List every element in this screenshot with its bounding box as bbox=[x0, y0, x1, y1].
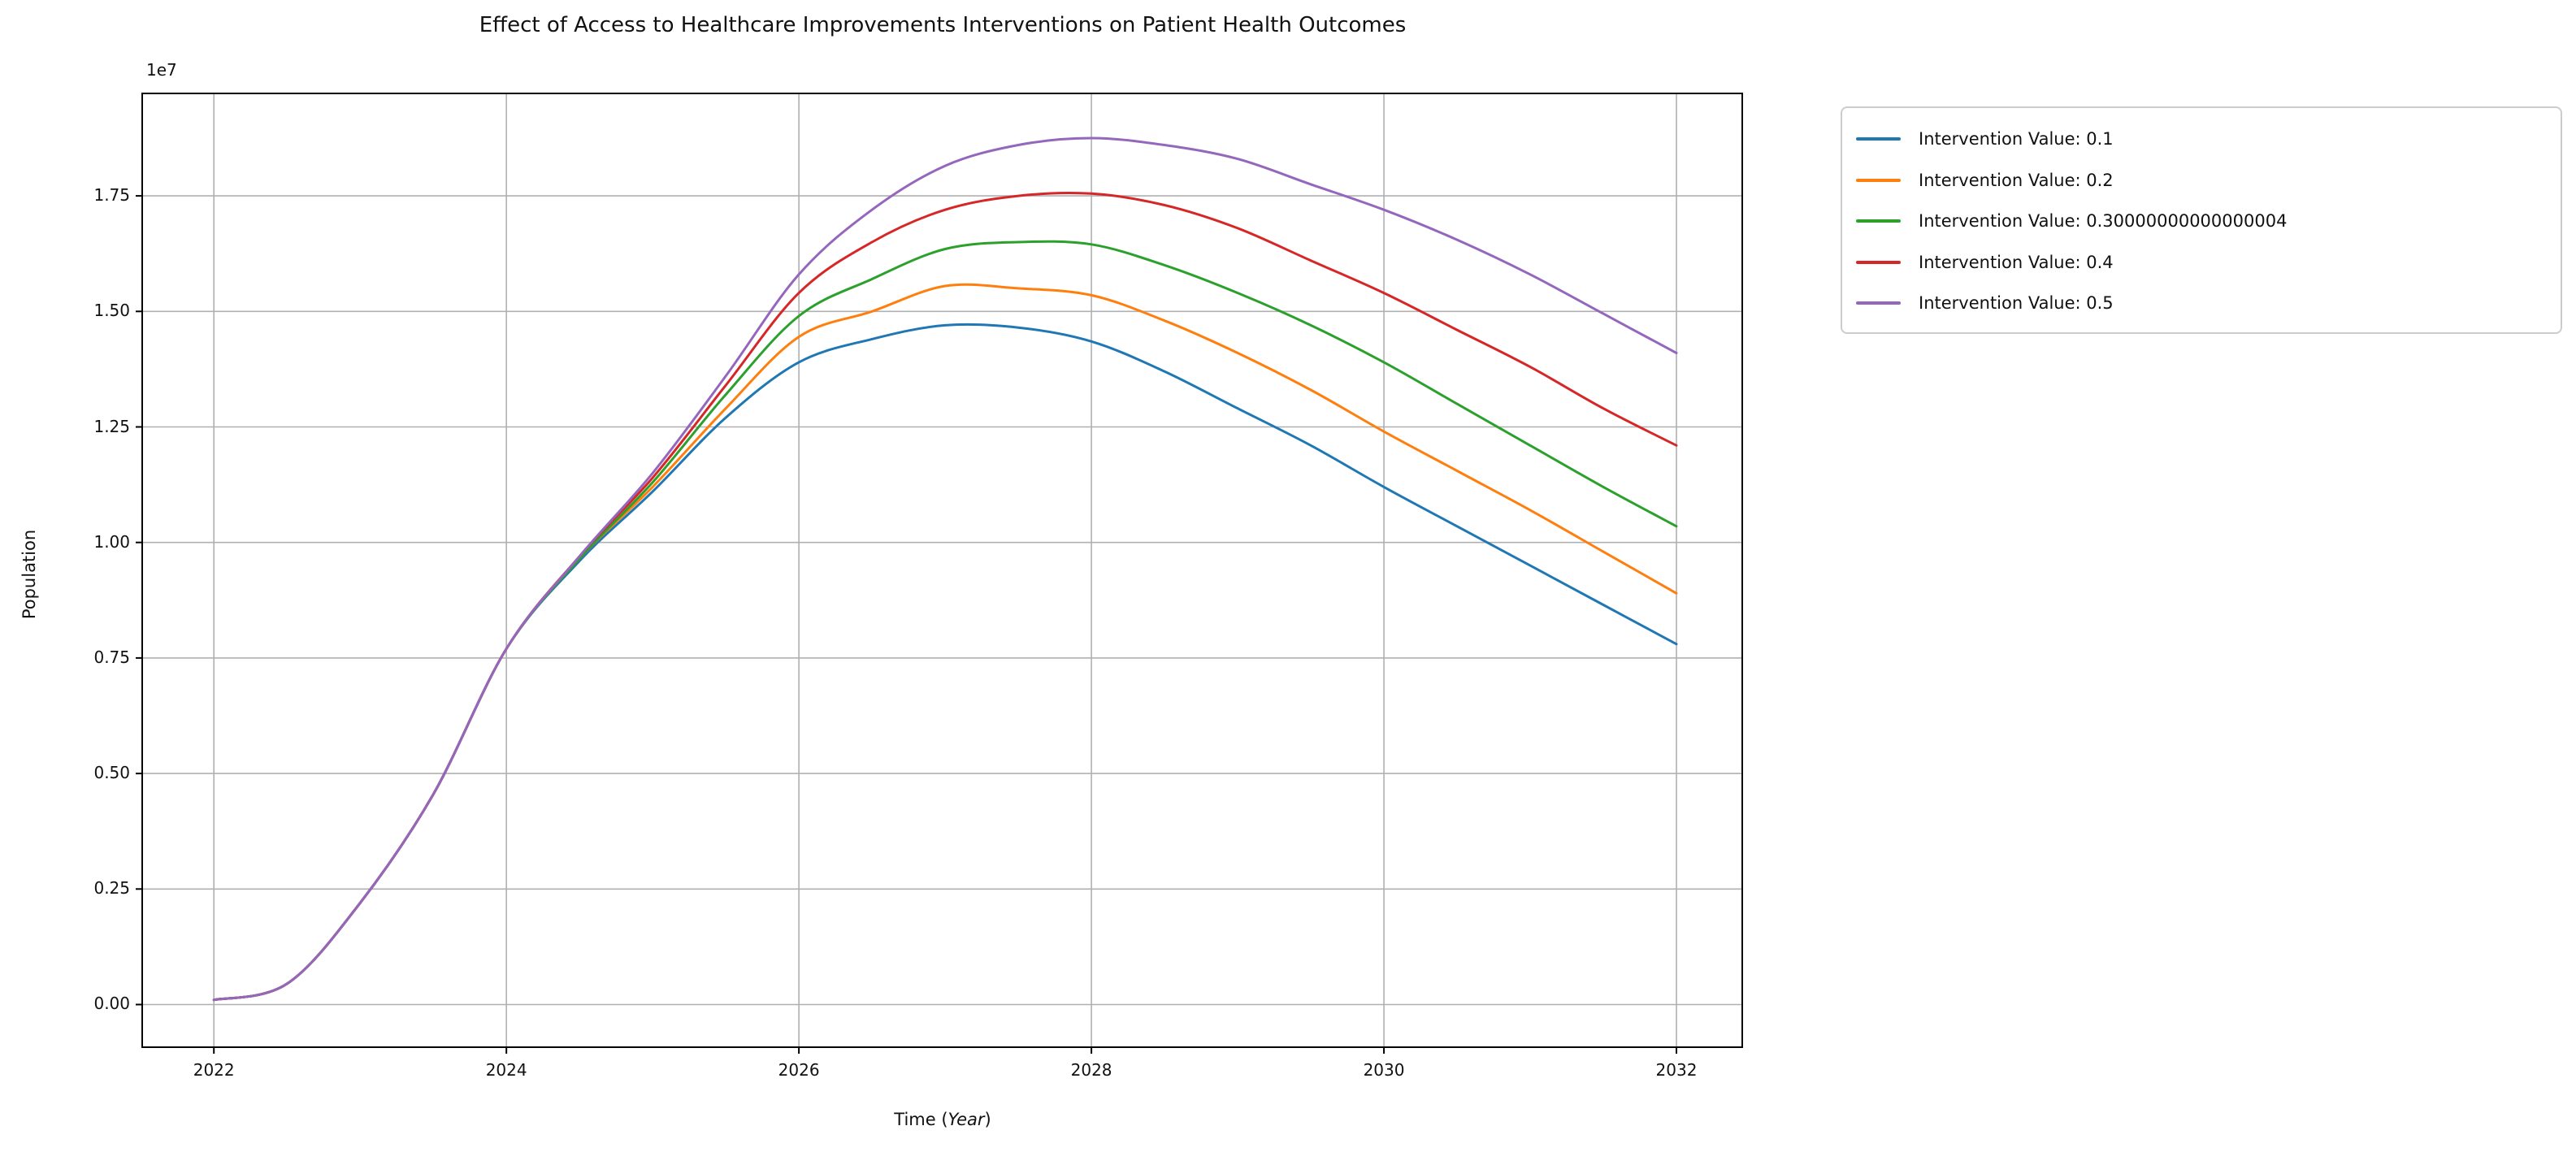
x-axis-label-prefix: Time ( bbox=[894, 1110, 948, 1129]
series-line bbox=[212, 191, 1678, 1002]
y-tick-label: 1.75 bbox=[93, 185, 130, 206]
series-line bbox=[212, 136, 1678, 1002]
axes-spines bbox=[141, 93, 1743, 1048]
legend-item-label: Intervention Value: 0.2 bbox=[1919, 170, 2114, 190]
legend-item: Intervention Value: 0.4 bbox=[1842, 242, 2561, 284]
x-tick-label: 2030 bbox=[1363, 1060, 1405, 1080]
legend-item: Intervention Value: 0.5 bbox=[1842, 283, 2561, 324]
legend-swatch bbox=[1856, 260, 1901, 264]
y-tick-label: 0.00 bbox=[93, 994, 130, 1014]
legend-item: Intervention Value: 0.1 bbox=[1842, 119, 2561, 160]
x-axis-label: Time (Year) bbox=[894, 1110, 991, 1129]
legend-item-label: Intervention Value: 0.5 bbox=[1919, 293, 2114, 314]
legend-swatch bbox=[1856, 219, 1901, 223]
legend: Intervention Value: 0.1 Intervention Val… bbox=[1841, 106, 2562, 334]
series-line bbox=[212, 240, 1678, 1002]
x-axis-label-italic: Year bbox=[948, 1110, 985, 1129]
y-tick-label: 0.25 bbox=[93, 878, 130, 899]
y-axis-offset-label: 1e7 bbox=[146, 60, 177, 80]
legend-item-label: Intervention Value: 0.30000000000000004 bbox=[1919, 211, 2288, 232]
x-tick-label: 2026 bbox=[778, 1060, 820, 1080]
legend-item-label: Intervention Value: 0.1 bbox=[1919, 129, 2114, 149]
y-tick-label: 1.50 bbox=[93, 301, 130, 321]
y-tick-label: 0.50 bbox=[93, 763, 130, 783]
chart-title: Effect of Access to Healthcare Improveme… bbox=[479, 13, 1407, 37]
legend-swatch bbox=[1856, 178, 1901, 182]
x-tick-label: 2028 bbox=[1070, 1060, 1112, 1080]
series-line bbox=[212, 283, 1678, 1002]
x-tick-label: 2024 bbox=[485, 1060, 527, 1080]
legend-item: Intervention Value: 0.2 bbox=[1842, 160, 2561, 201]
y-tick-label: 1.00 bbox=[93, 531, 130, 552]
x-tick-label: 2032 bbox=[1655, 1060, 1698, 1080]
y-tick-label: 0.75 bbox=[93, 647, 130, 667]
y-tick-label: 1.25 bbox=[93, 416, 130, 436]
x-tick-label: 2022 bbox=[193, 1060, 235, 1080]
series-line bbox=[212, 323, 1678, 1002]
legend-item: Intervention Value: 0.30000000000000004 bbox=[1842, 201, 2561, 242]
x-axis-label-suffix: ) bbox=[984, 1110, 991, 1129]
legend-item-label: Intervention Value: 0.4 bbox=[1919, 252, 2114, 272]
legend-swatch bbox=[1856, 137, 1901, 141]
legend-swatch bbox=[1856, 301, 1901, 305]
